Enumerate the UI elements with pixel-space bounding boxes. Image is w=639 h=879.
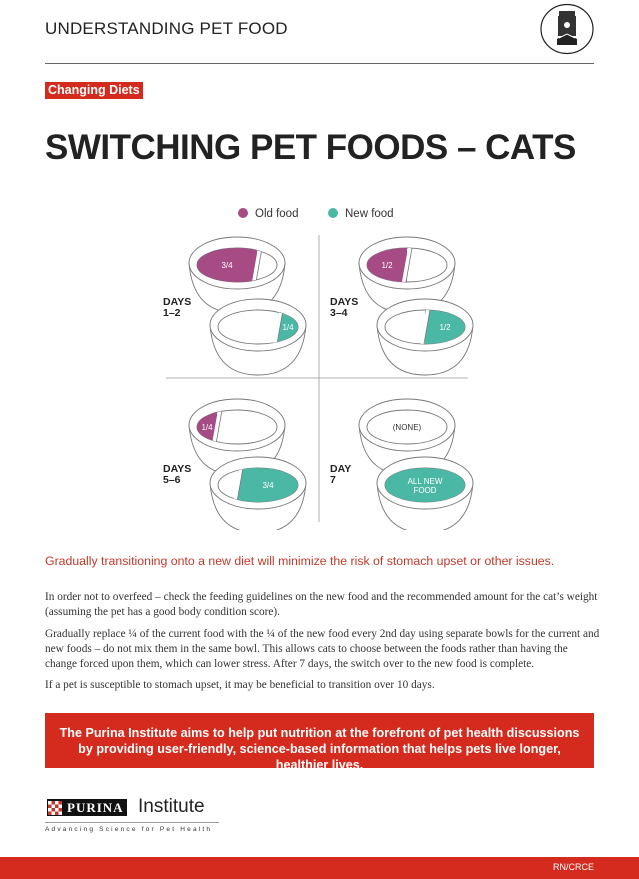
food-label: 1/2 <box>381 261 393 270</box>
days-range: 5–6 <box>163 474 181 486</box>
food-label: 1/4 <box>282 323 294 332</box>
partition <box>236 468 244 502</box>
food-label: (NONE) <box>393 423 422 432</box>
diet-transition-diagram: Old food New food3/41/4DAYS1–21/21/2DAYS3… <box>163 208 474 530</box>
logo-tagline: Advancing Science for Pet Health <box>45 826 213 833</box>
food-label: 1/2 <box>439 323 451 332</box>
pet-food-bag-icon <box>540 3 594 55</box>
category-badge: Changing Diets <box>45 82 143 99</box>
food-gap <box>252 248 262 282</box>
old-food-legend-marker <box>238 208 248 218</box>
logo-divider <box>45 822 219 823</box>
food-gap <box>212 410 222 444</box>
callout-box: The Purina Institute aims to help put nu… <box>45 713 594 772</box>
new-food-bowl: 3/4 <box>209 456 307 530</box>
food-label: FOOD <box>413 486 436 495</box>
logo-suffix: Institute <box>138 796 205 817</box>
paragraph: If a pet is susceptible to stomach upset… <box>45 679 435 691</box>
days-label: DAY <box>330 463 351 475</box>
header-divider <box>45 63 594 64</box>
days-label: DAYS <box>163 296 191 308</box>
days-label: DAYS <box>163 463 191 475</box>
footer-bar <box>0 857 639 879</box>
legend-new-label: New food <box>345 208 394 220</box>
page-title: SWITCHING PET FOODS – CATS <box>45 128 576 167</box>
partition <box>405 248 413 282</box>
food-gap <box>402 248 412 282</box>
food-label: ALL NEW <box>408 477 443 486</box>
food-label: 3/4 <box>262 481 274 490</box>
new-food-bowl: 1/4 <box>209 298 307 376</box>
days-range: 3–4 <box>330 307 348 319</box>
partition <box>215 410 223 444</box>
paragraph: In order not to overfeed – check the fee… <box>45 591 598 618</box>
legend-old-label: Old food <box>255 208 298 220</box>
food-label: 3/4 <box>221 261 233 270</box>
food-gap <box>233 468 243 502</box>
days-range: 7 <box>330 474 336 486</box>
food-gap <box>273 310 283 344</box>
footer-code: RN/CRCE <box>552 862 594 872</box>
old-food-bowl: 3/4 <box>188 236 286 314</box>
partition <box>276 310 284 344</box>
old-food-bowl: 1/2 <box>358 236 456 314</box>
partition <box>255 248 263 282</box>
days-label: DAYS <box>330 296 358 308</box>
bowl-inner <box>366 409 448 445</box>
new-food-bowl: 1/2 <box>376 298 474 376</box>
food-gap <box>420 310 430 344</box>
new-food-legend-marker <box>328 208 338 218</box>
paragraph: Gradually replace ¼ of the current food … <box>45 628 600 670</box>
checkerboard-icon <box>48 801 62 815</box>
header-title: UNDERSTANDING PET FOOD <box>45 19 288 38</box>
caption: Gradually transitioning onto a new diet … <box>45 554 555 568</box>
food-portion <box>385 468 465 502</box>
days-range: 1–2 <box>163 307 181 319</box>
purina-logo: PURINA <box>47 799 127 816</box>
partition <box>423 310 431 344</box>
food-label: 1/4 <box>201 423 213 432</box>
